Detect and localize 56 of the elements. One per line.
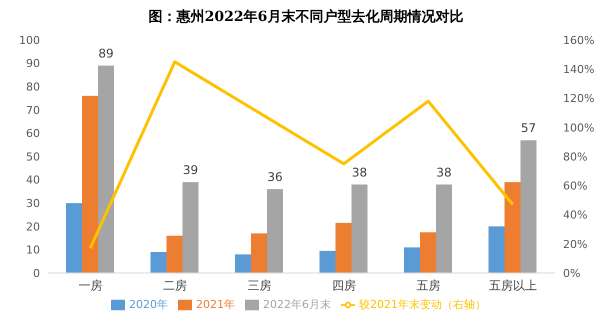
- y2-tick-label: 140%: [563, 63, 594, 76]
- bar: [251, 233, 267, 273]
- data-label: 38: [352, 165, 368, 180]
- bar: [320, 250, 336, 273]
- y-tick-label: 10: [26, 244, 40, 257]
- bar: [404, 247, 420, 273]
- x-tick-label: 二房: [162, 278, 187, 293]
- x-tick-label: 五房: [416, 278, 440, 293]
- x-tick-label: 五房以上: [488, 278, 537, 293]
- data-label: 89: [98, 46, 114, 61]
- data-label: 57: [520, 121, 536, 136]
- y-tick-label: 30: [26, 197, 40, 210]
- bar: [150, 252, 166, 273]
- bar: [235, 254, 251, 273]
- legend-label: 2021年: [196, 298, 235, 311]
- y-tick-label: 60: [26, 127, 40, 140]
- bar: [166, 236, 182, 273]
- y-tick-label: 0: [33, 266, 40, 280]
- data-label: 38: [436, 165, 452, 180]
- y-tick-label: 50: [26, 150, 40, 164]
- legend-label: 2022年6月末: [263, 298, 331, 311]
- bar: [267, 189, 283, 273]
- y2-tick-label: 160%: [563, 34, 594, 47]
- y2-tick-label: 60%: [563, 180, 588, 193]
- y2-tick-label: 80%: [563, 150, 588, 164]
- y2-tick-label: 100%: [563, 121, 594, 134]
- data-label: 39: [182, 163, 198, 178]
- bar: [98, 66, 114, 273]
- bar: [352, 184, 368, 273]
- y2-tick-label: 120%: [563, 92, 594, 106]
- y-tick-label: 70: [26, 104, 40, 117]
- y-tick-label: 40: [26, 174, 40, 187]
- bar: [66, 203, 82, 273]
- y2-tick-label: 20%: [563, 238, 588, 251]
- bar: [82, 96, 98, 273]
- legend-label: 较2021年末变动（右轴）: [359, 298, 486, 311]
- y-tick-label: 20: [26, 220, 40, 234]
- x-tick-label: 四房: [332, 278, 356, 293]
- y-tick-label: 80: [26, 80, 40, 94]
- legend-label: 2020年: [129, 298, 168, 311]
- y-tick-label: 90: [26, 57, 40, 70]
- x-tick-label: 一房: [78, 278, 102, 293]
- bar: [336, 222, 352, 273]
- y2-tick-label: 40%: [563, 208, 588, 222]
- bar: [436, 184, 452, 273]
- chart-title: 图：惠州2022年6月末不同户型去化周期情况对比: [148, 8, 464, 27]
- line-series: [88, 60, 514, 250]
- data-label: 36: [267, 170, 283, 184]
- y-tick-label: 100: [19, 34, 40, 47]
- bar: [488, 226, 504, 273]
- bar: [182, 182, 198, 273]
- bar: [420, 232, 436, 273]
- x-tick-label: 三房: [247, 278, 272, 293]
- bar: [520, 140, 536, 273]
- y2-tick-label: 0%: [563, 266, 580, 280]
- bar: [504, 182, 520, 273]
